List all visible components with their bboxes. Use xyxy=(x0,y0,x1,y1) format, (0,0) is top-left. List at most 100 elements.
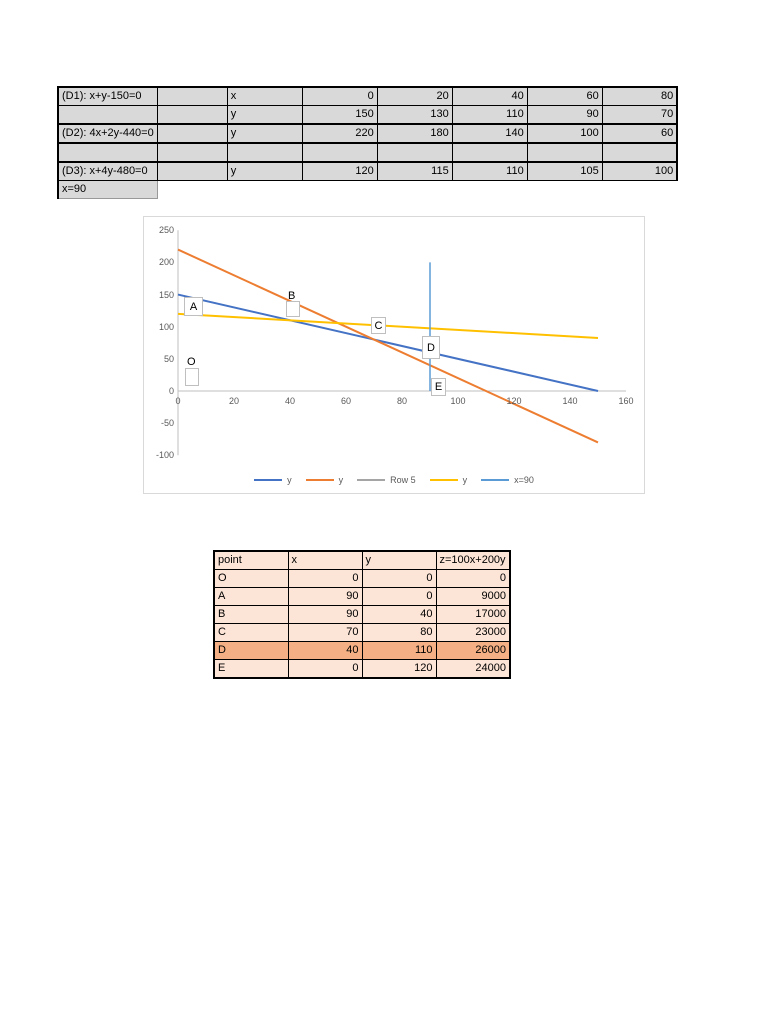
cell-value[interactable]: 100 xyxy=(526,123,603,144)
legend-item[interactable]: y xyxy=(254,475,292,485)
cell-value[interactable]: 23000 xyxy=(435,623,511,642)
cell-value[interactable]: 80 xyxy=(361,623,437,642)
legend-line-swatch xyxy=(429,479,458,481)
x-tick-label: 80 xyxy=(396,396,407,406)
point-label-D[interactable]: D xyxy=(422,336,440,359)
cell-value[interactable]: 40 xyxy=(361,605,437,624)
legend-item[interactable]: Row 5 xyxy=(357,475,416,485)
y-tick-label: -100 xyxy=(155,450,174,461)
cell-value[interactable]: 130 xyxy=(376,105,453,125)
point-label-E[interactable]: E xyxy=(431,378,446,396)
cell-equation[interactable]: (D1): x+y-150=0 xyxy=(56,86,158,106)
cell-value[interactable]: 0 xyxy=(301,86,378,106)
cell-value[interactable]: 90 xyxy=(287,587,363,606)
point-label-B[interactable]: B xyxy=(288,290,296,302)
cell-variable[interactable]: y xyxy=(226,123,303,144)
cell-value[interactable]: 120 xyxy=(361,659,437,679)
cell-equation[interactable] xyxy=(56,105,158,125)
equation-text: (D3): x+4y-480=0 xyxy=(62,165,148,177)
cell-value[interactable] xyxy=(301,142,378,163)
cell-value[interactable] xyxy=(451,142,528,163)
point-label-B-box[interactable] xyxy=(286,301,300,317)
cell-point-name[interactable]: D xyxy=(213,641,289,660)
cell[interactable] xyxy=(156,105,228,125)
table-row: D 40 110 26000 xyxy=(213,641,511,660)
legend-item[interactable]: y xyxy=(305,475,343,485)
cell-value[interactable]: 9000 xyxy=(435,587,511,606)
cell-value[interactable] xyxy=(526,142,603,163)
cell-value[interactable]: 0 xyxy=(287,569,363,588)
cell-value[interactable]: 120 xyxy=(301,161,378,181)
cell-value[interactable]: 60 xyxy=(601,123,679,144)
cell[interactable] xyxy=(156,142,228,163)
cell-point-name[interactable]: B xyxy=(213,605,289,624)
cell-value[interactable]: 0 xyxy=(287,659,363,679)
cell-value[interactable]: 70 xyxy=(287,623,363,642)
cell[interactable] xyxy=(156,86,228,106)
table-row: (D3): x+4y-480=0 y 120 115 110 105 100 xyxy=(56,161,679,181)
cell-value[interactable]: 150 xyxy=(301,105,378,125)
cell-value[interactable]: 100 xyxy=(601,161,679,181)
cell-point-name[interactable]: A xyxy=(213,587,289,606)
cell-value[interactable]: 115 xyxy=(376,161,453,181)
legend-item[interactable]: y xyxy=(429,475,467,485)
cell-value[interactable]: 90 xyxy=(287,605,363,624)
cell-value[interactable]: 90 xyxy=(526,105,603,125)
cell-value[interactable]: 70 xyxy=(601,105,679,125)
cell[interactable] xyxy=(156,161,228,181)
series-line-0 xyxy=(177,293,599,392)
cell-variable[interactable] xyxy=(226,142,303,163)
cell-variable[interactable]: y xyxy=(226,105,303,125)
y-tick-label: 250 xyxy=(158,225,174,236)
x-tick-label: 20 xyxy=(228,396,239,406)
cell-equation[interactable]: (D2): 4x+2y-440=0 xyxy=(56,123,158,144)
column-header[interactable]: x xyxy=(287,550,363,570)
cell-value[interactable]: 220 xyxy=(301,123,378,144)
cell[interactable] xyxy=(156,123,228,144)
points-table: point x y z=100x+200y O 0 0 0 A 90 0 9000 B 90 40 1700… xyxy=(213,550,511,679)
cell-point-name[interactable]: O xyxy=(213,569,289,588)
cell-value[interactable]: 0 xyxy=(361,569,437,588)
cell-value[interactable]: 40 xyxy=(451,86,528,106)
cell-value[interactable]: 105 xyxy=(526,161,603,181)
cell-x90[interactable]: x=90 xyxy=(56,180,158,199)
cell-equation[interactable]: (D3): x+4y-480=0 xyxy=(56,161,158,181)
cell-value[interactable]: 0 xyxy=(435,569,511,588)
cell-point-name[interactable]: E xyxy=(213,659,289,679)
x-tick-label: 100 xyxy=(450,396,466,406)
cell-value[interactable]: 80 xyxy=(601,86,679,106)
legend-line-swatch xyxy=(305,479,334,481)
cell-value[interactable]: 140 xyxy=(451,123,528,144)
column-header[interactable]: z=100x+200y xyxy=(435,550,511,570)
point-label-C[interactable]: C xyxy=(371,317,386,334)
equations-table: (D1): x+y-150=0 x 0 20 40 60 80 y 150 130 110 90 70(… xyxy=(56,86,679,199)
column-header[interactable]: point xyxy=(213,550,289,570)
cell-value[interactable]: 26000 xyxy=(435,641,511,660)
cell-value[interactable]: 180 xyxy=(376,123,453,144)
cell-variable[interactable]: y xyxy=(226,161,303,181)
cell-value[interactable]: 24000 xyxy=(435,659,511,679)
cell-value[interactable]: 17000 xyxy=(435,605,511,624)
cell-value[interactable]: 110 xyxy=(451,105,528,125)
cell-variable[interactable]: x xyxy=(226,86,303,106)
point-label-A[interactable]: A xyxy=(184,297,203,316)
table-header-row: point x y z=100x+200y xyxy=(213,550,511,570)
cell-point-name[interactable]: C xyxy=(213,623,289,642)
cell-value[interactable]: 110 xyxy=(361,641,437,660)
legend-item[interactable]: x=90 xyxy=(481,475,534,485)
cell-value[interactable] xyxy=(376,142,453,163)
point-label-O[interactable]: O xyxy=(187,356,196,368)
point-label-O-box[interactable] xyxy=(185,368,199,386)
cell-value[interactable]: 60 xyxy=(526,86,603,106)
table-row: B 90 40 17000 xyxy=(213,605,511,624)
chart[interactable]: 250 200 150 100 50 0 -50 -100 0 20 40 60 80 100 120 140… xyxy=(143,216,645,494)
column-header[interactable]: y xyxy=(361,550,437,570)
cell-value[interactable] xyxy=(601,142,679,163)
cell-value[interactable]: 20 xyxy=(376,86,453,106)
cell-value[interactable]: 110 xyxy=(451,161,528,181)
cell-value[interactable]: 40 xyxy=(287,641,363,660)
cell-value[interactable]: 0 xyxy=(361,587,437,606)
cell-equation[interactable] xyxy=(56,142,158,163)
chart-plot-area xyxy=(177,230,626,456)
